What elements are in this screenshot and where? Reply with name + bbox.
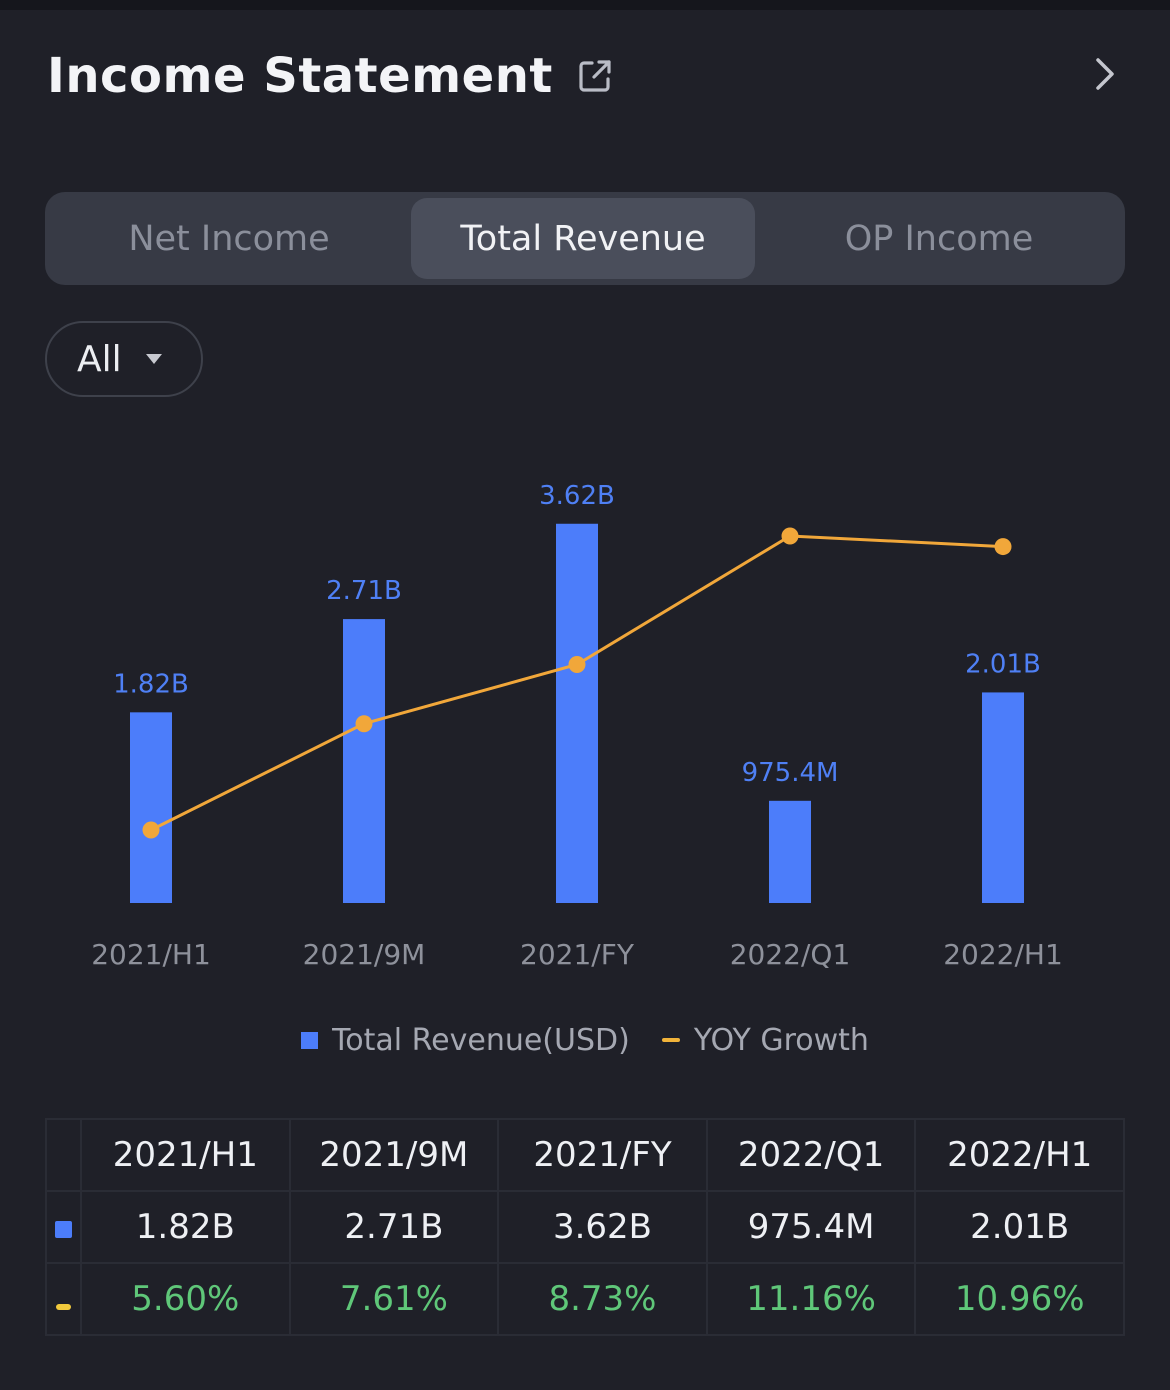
table-header-cell: 2021/9M (288, 1118, 500, 1192)
external-link-icon[interactable] (575, 56, 615, 96)
top-divider (0, 0, 1170, 10)
table-cell: 2.71B (288, 1190, 500, 1264)
chart-legend: Total Revenue(USD) YOY Growth (0, 1018, 1170, 1062)
bar-2022/H1 (982, 692, 1024, 903)
caret-down-icon (145, 354, 162, 364)
table-header-cell: 2022/Q1 (705, 1118, 917, 1192)
table-header-row: 2021/H1 2021/9M 2021/FY 2022/Q1 2022/H1 (45, 1118, 1125, 1192)
table-cell: 10.96% (914, 1262, 1125, 1336)
growth-marker-cell (45, 1262, 82, 1336)
x-tick-label: 2022/H1 (943, 938, 1063, 971)
bar-value-label: 1.82B (113, 669, 189, 699)
x-tick-label: 2021/FY (520, 938, 635, 971)
yoy-point-2021/H1 (142, 821, 160, 839)
metric-tabs: Net Income Total Revenue OP Income (45, 192, 1125, 285)
legend-label: Total Revenue(USD) (332, 1022, 630, 1058)
yoy-point-2022/Q1 (781, 527, 799, 545)
legend-item-yoy[interactable]: YOY Growth (661, 1022, 869, 1058)
table-cell: 1.82B (80, 1190, 291, 1264)
table-row-revenue: 1.82B 2.71B 3.62B 975.4M 2.01B (45, 1190, 1125, 1264)
yoy-point-2021/FY (568, 655, 586, 673)
yoy-point-2022/H1 (994, 538, 1012, 556)
yoy-point-2021/9M (355, 715, 373, 733)
filter-label: All (77, 338, 122, 380)
bar-swatch-icon (55, 1221, 72, 1238)
bar-value-label: 3.62B (539, 481, 615, 511)
table-cell: 5.60% (80, 1262, 291, 1336)
tab-label: OP Income (844, 218, 1034, 259)
table-cell: 975.4M (705, 1190, 917, 1264)
table-header-cell: 2021/H1 (80, 1118, 291, 1192)
table-cell: 11.16% (705, 1262, 917, 1336)
bar-2021/9M (343, 619, 385, 903)
revenue-marker-cell (45, 1190, 82, 1264)
bar-value-label: 975.4M (742, 758, 839, 788)
income-statement-header: Income Statement (47, 44, 1123, 108)
table-cell: 8.73% (497, 1262, 708, 1336)
tab-net-income[interactable]: Net Income (51, 198, 407, 279)
tab-label: Net Income (128, 218, 330, 259)
x-tick-label: 2021/H1 (91, 938, 211, 971)
table-cell: 7.61% (288, 1262, 500, 1336)
legend-label: YOY Growth (693, 1022, 869, 1058)
bar-swatch-icon (301, 1031, 319, 1049)
line-swatch-icon (56, 1304, 71, 1310)
tab-total-revenue[interactable]: Total Revenue (411, 198, 755, 279)
table-cell: 2.01B (914, 1190, 1125, 1264)
x-tick-label: 2022/Q1 (730, 938, 851, 971)
table-corner-cell (45, 1118, 82, 1192)
tab-label: Total Revenue (460, 218, 706, 259)
tab-op-income[interactable]: OP Income (759, 198, 1119, 279)
table-cell: 3.62B (497, 1190, 708, 1264)
data-table: 2021/H1 2021/9M 2021/FY 2022/Q1 2022/H1 … (45, 1118, 1125, 1336)
line-swatch-icon (661, 1038, 680, 1042)
legend-item-revenue[interactable]: Total Revenue(USD) (301, 1023, 630, 1058)
period-filter-dropdown[interactable]: All (45, 321, 203, 397)
bar-2022/Q1 (769, 800, 811, 903)
revenue-chart: 1.82B 2021/H1 2.71B 2021/9M 3.62B 2021/FY 975.… (91, 481, 1063, 971)
x-tick-label: 2021/9M (303, 938, 426, 971)
bar-value-label: 2.01B (965, 649, 1041, 679)
table-header-cell: 2022/H1 (914, 1118, 1125, 1192)
bar-2021/H1 (130, 712, 172, 903)
bar-2021/FY (556, 523, 598, 903)
page-title: Income Statement (47, 48, 553, 104)
bar-value-label: 2.71B (326, 576, 402, 606)
chevron-right-icon[interactable] (1089, 54, 1119, 94)
table-row-growth: 5.60% 7.61% 8.73% 11.16% 10.96% (45, 1262, 1125, 1336)
table-header-cell: 2021/FY (497, 1118, 708, 1192)
